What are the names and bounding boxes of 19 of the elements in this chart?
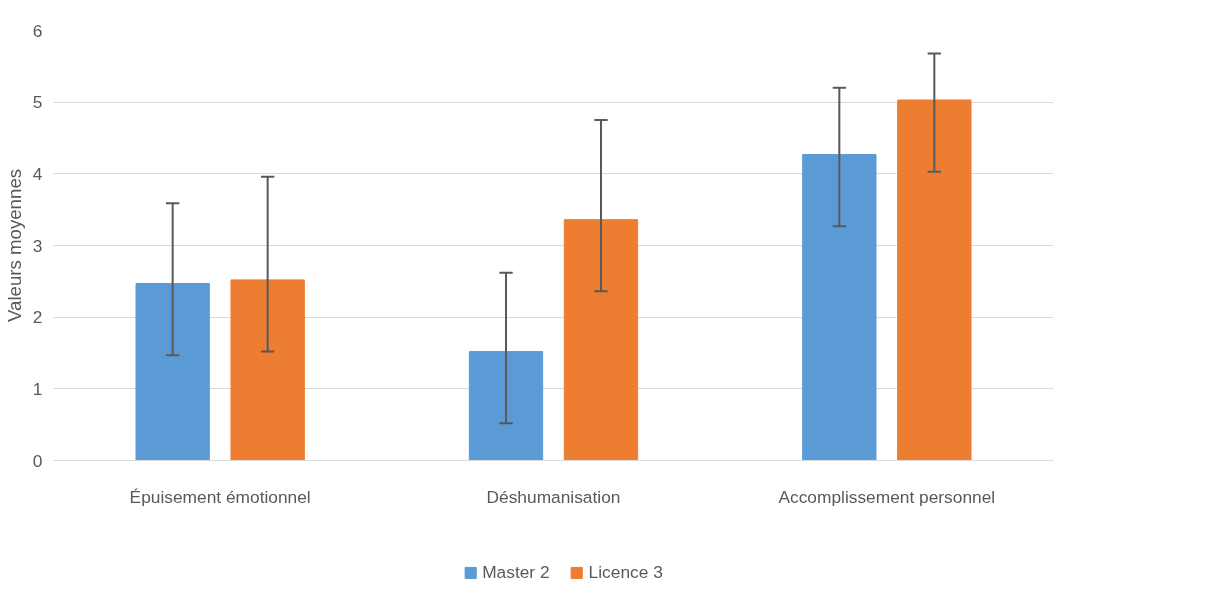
bar <box>230 279 305 461</box>
y-tick-label: 1 <box>32 378 43 399</box>
bar <box>897 99 972 461</box>
x-tick-label: Déshumanisation <box>486 486 621 507</box>
bar <box>135 282 210 461</box>
y-tick-label: 2 <box>32 307 43 328</box>
y-tick-label: 3 <box>32 235 43 256</box>
y-tick-label: 6 <box>32 20 43 41</box>
y-tick-label: 4 <box>32 163 43 184</box>
legend-label: Licence 3 <box>588 561 663 583</box>
bar <box>563 219 639 461</box>
y-axis-title: Valeurs moyennes <box>3 168 25 323</box>
bar <box>468 351 544 461</box>
bar <box>802 153 877 461</box>
y-tick-label: 5 <box>32 92 43 113</box>
legend-label: Master 2 <box>482 561 550 583</box>
x-tick-label: Épuisement émotionnel <box>129 486 311 507</box>
x-tick-label: Accomplissement personnel <box>778 486 996 507</box>
y-tick-label: 0 <box>32 450 43 471</box>
